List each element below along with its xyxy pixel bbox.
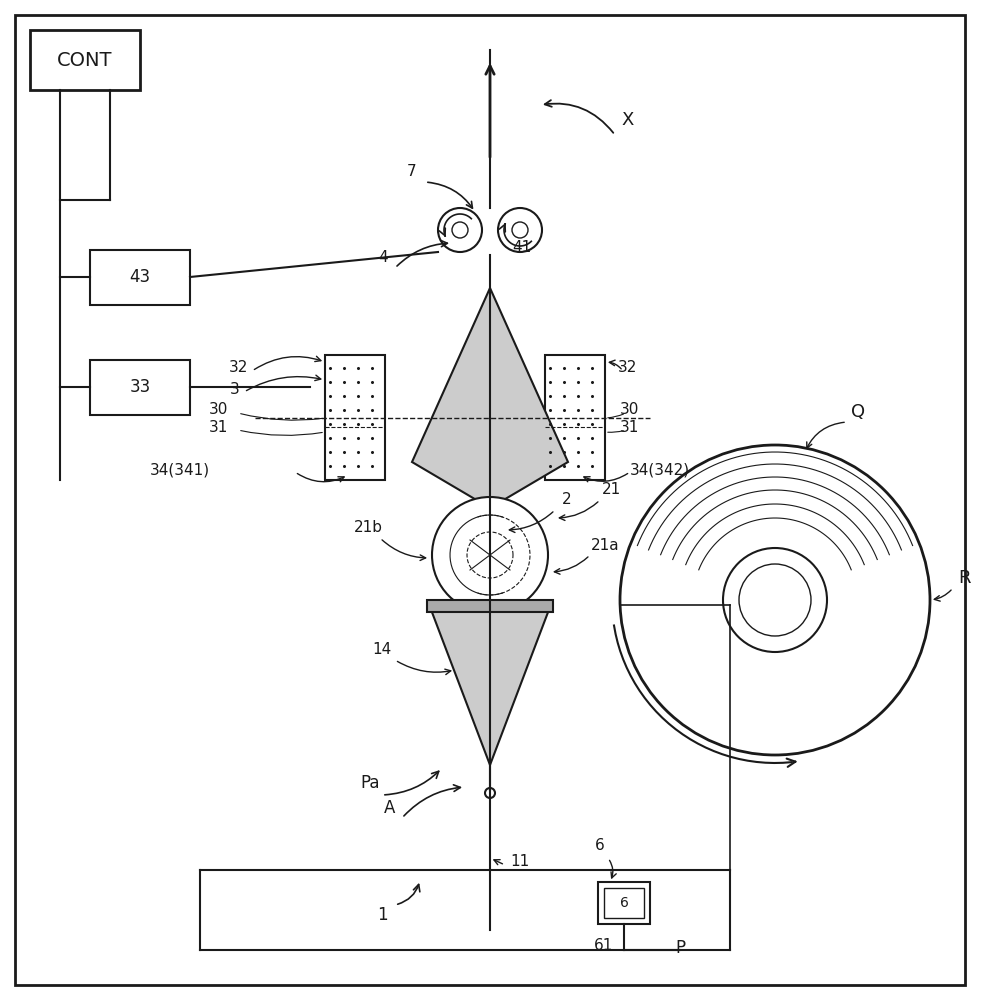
Circle shape [739, 564, 811, 636]
Text: 3: 3 [230, 382, 240, 397]
Text: 6: 6 [595, 838, 605, 852]
Text: 31: 31 [620, 420, 639, 436]
Text: 32: 32 [229, 360, 248, 375]
Text: 21b: 21b [354, 520, 383, 536]
Circle shape [512, 222, 528, 238]
Circle shape [620, 445, 930, 755]
Text: R: R [958, 569, 971, 587]
Circle shape [432, 497, 548, 613]
Text: 31: 31 [208, 420, 228, 436]
Text: 32: 32 [618, 360, 637, 375]
Bar [598, 882, 650, 924]
Text: 61: 61 [594, 938, 614, 952]
Text: 1: 1 [377, 906, 387, 924]
Text: CONT: CONT [57, 50, 113, 70]
Text: 6: 6 [620, 896, 628, 910]
Text: 34(341): 34(341) [150, 462, 210, 478]
Text: 21: 21 [602, 483, 622, 497]
Text: Pa: Pa [360, 774, 380, 792]
Text: 2: 2 [562, 492, 572, 508]
Bar [325, 355, 385, 480]
Circle shape [438, 208, 482, 252]
Text: 7: 7 [408, 164, 416, 180]
Text: X: X [622, 111, 634, 129]
Text: 4: 4 [378, 249, 388, 264]
Circle shape [485, 788, 495, 798]
Text: 33: 33 [130, 378, 150, 396]
Text: Q: Q [851, 403, 865, 421]
Text: 30: 30 [620, 402, 639, 418]
Bar [90, 360, 190, 415]
Text: A: A [384, 799, 396, 817]
Bar [30, 30, 140, 90]
Text: 21a: 21a [591, 538, 620, 552]
Circle shape [723, 548, 827, 652]
Polygon shape [430, 607, 550, 765]
Text: 41: 41 [512, 240, 531, 255]
Text: 14: 14 [372, 643, 392, 658]
Circle shape [498, 208, 542, 252]
Text: 30: 30 [208, 402, 228, 418]
Polygon shape [412, 288, 568, 508]
Text: 11: 11 [510, 854, 529, 869]
Bar [545, 355, 605, 480]
Bar [90, 250, 190, 305]
Text: P: P [675, 939, 685, 957]
Bar [604, 888, 644, 918]
Bar [427, 600, 553, 612]
Text: 34(342): 34(342) [630, 462, 690, 478]
Text: 43: 43 [130, 268, 150, 286]
Circle shape [452, 222, 468, 238]
